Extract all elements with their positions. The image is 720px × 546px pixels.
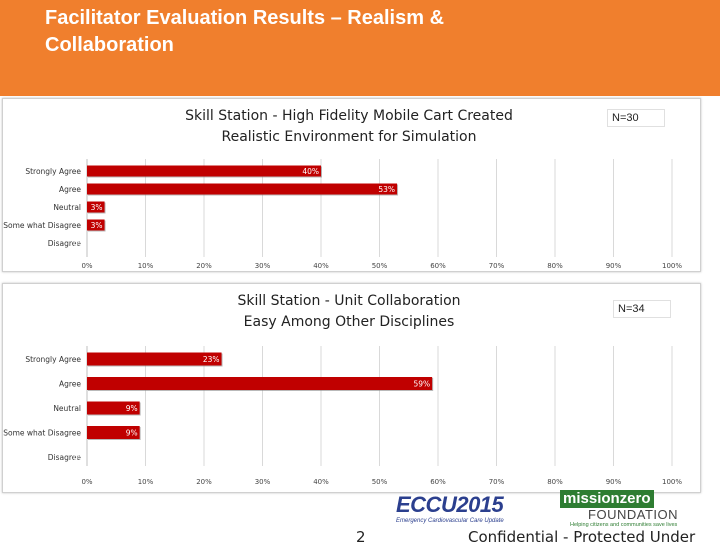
category-label: Some what Disagree	[3, 221, 81, 230]
category-label: Neutral	[53, 404, 81, 413]
category-label: Agree	[59, 380, 81, 389]
bar	[87, 401, 140, 415]
eccu-logo: ECCU2015 Emergency Cardiovascular Care U…	[396, 492, 556, 532]
category-label: Strongly Agree	[25, 355, 81, 364]
bar	[87, 201, 105, 213]
x-tick-label: 50%	[372, 478, 388, 486]
x-tick-label: 70%	[489, 262, 505, 270]
x-tick-label: 60%	[430, 478, 446, 486]
category-label: Some what Disagree	[3, 429, 81, 438]
data-label: 9%	[126, 404, 138, 413]
mission-zero-logo-text: missionzero	[560, 490, 654, 508]
x-tick-label: 30%	[255, 478, 271, 486]
bar	[87, 219, 105, 231]
x-tick-label: 70%	[489, 478, 505, 486]
x-tick-label: 90%	[606, 478, 622, 486]
bar-chart-realism: 0% 10% 20% 30% 40% 50% 60% 70% 80% 90% 100% Strongl…	[3, 159, 682, 270]
chart-panel-collaboration: Skill Station - Unit Collaboration Easy …	[2, 283, 701, 493]
x-tick-label: 40%	[313, 262, 329, 270]
chart-panel-realism: Skill Station - High Fidelity Mobile Car…	[2, 98, 701, 272]
data-label: 53%	[378, 185, 395, 194]
page-number: 2	[356, 528, 366, 546]
x-tick-label: 100%	[662, 262, 682, 270]
eccu-logo-text: ECCU2015	[396, 492, 504, 517]
bar	[87, 352, 222, 366]
x-tick-label: 80%	[547, 262, 563, 270]
bar	[87, 426, 140, 439]
x-tick-label: 0%	[81, 478, 92, 486]
category-label: Neutral	[53, 203, 81, 212]
mission-tagline: Helping citizens and communities save li…	[570, 522, 678, 528]
x-tick-label: 0%	[81, 262, 92, 270]
category-label: Disagree	[48, 453, 82, 462]
eccu-tagline: Emergency Cardiovascular Care Update	[396, 518, 504, 524]
x-tick-label: 60%	[430, 262, 446, 270]
data-label: 23%	[203, 355, 220, 364]
category-label: Agree	[59, 185, 81, 194]
data-label: 0%	[73, 239, 85, 248]
category-label: Disagree	[48, 239, 82, 248]
bar-chart-collaboration: 0% 10% 20% 30% 40% 50% 60% 70% 80% 90% 100% Strongl…	[3, 346, 682, 486]
confidential-notice: Confidential - Protected Under	[468, 528, 696, 546]
bar	[87, 165, 321, 177]
data-label: 40%	[302, 167, 319, 176]
x-tick-label: 100%	[662, 478, 682, 486]
data-label: 9%	[126, 429, 138, 438]
sample-size-label: N=34	[613, 300, 671, 318]
header-banner: Facilitator Evaluation Results – Realism…	[0, 0, 720, 96]
chart-title: Skill Station - High Fidelity Mobile Car…	[185, 108, 513, 145]
chart-title: Skill Station - Unit Collaboration Easy …	[237, 293, 461, 330]
x-tick-label: 20%	[196, 262, 212, 270]
page-title: Facilitator Evaluation Results – Realism…	[45, 7, 445, 56]
bar	[87, 377, 433, 390]
x-tick-label: 50%	[372, 262, 388, 270]
category-label: Strongly Agree	[25, 167, 81, 176]
mission-zero-logo: missionzero FOUNDATION Helping citizens …	[560, 490, 700, 536]
data-label: 3%	[91, 221, 103, 230]
data-label: 0%	[73, 453, 85, 462]
data-label: 59%	[413, 380, 430, 389]
sample-size-label: N=30	[607, 109, 665, 127]
bar	[87, 183, 398, 195]
x-tick-label: 10%	[138, 262, 154, 270]
data-label: 3%	[91, 203, 103, 212]
x-tick-label: 90%	[606, 262, 622, 270]
x-tick-label: 40%	[313, 478, 329, 486]
x-tick-label: 20%	[196, 478, 212, 486]
x-tick-label: 10%	[138, 478, 154, 486]
x-tick-label: 80%	[547, 478, 563, 486]
foundation-text: FOUNDATION	[588, 507, 678, 522]
x-tick-label: 30%	[255, 262, 271, 270]
